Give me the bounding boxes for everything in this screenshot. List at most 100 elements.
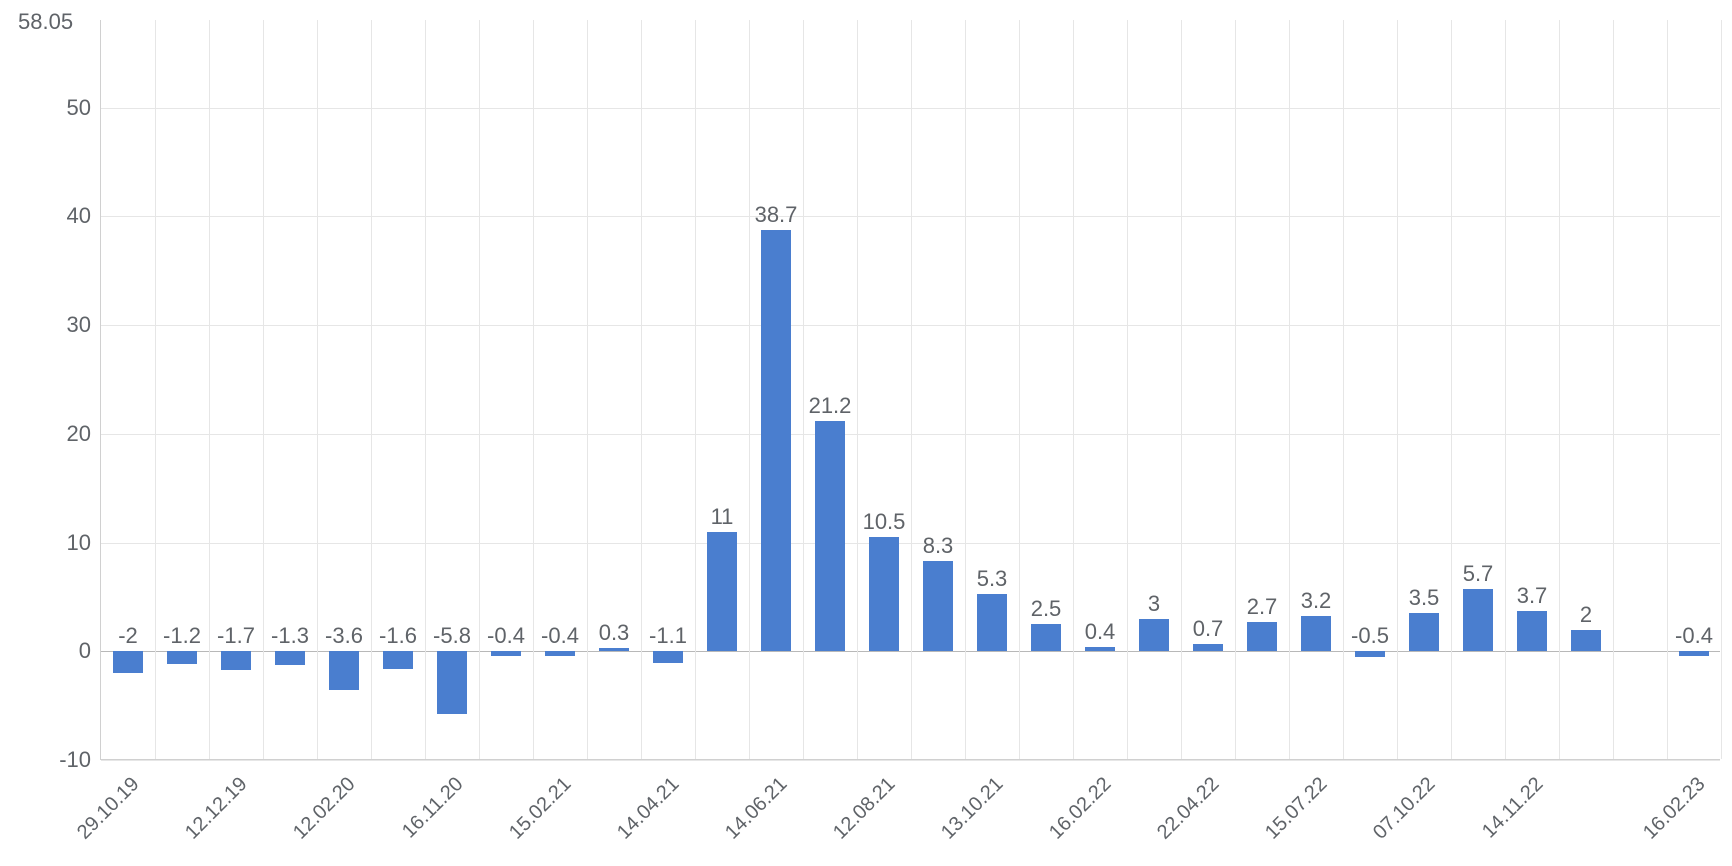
- v-gridline: [641, 20, 642, 759]
- y-tick-label: -10: [59, 747, 101, 773]
- data-label: 38.7: [755, 202, 798, 228]
- bar: [923, 561, 953, 651]
- data-label: 2.7: [1247, 594, 1278, 620]
- bar: [545, 651, 575, 655]
- data-label: -3.6: [325, 623, 363, 649]
- v-gridline: [587, 20, 588, 759]
- data-label: 0.4: [1085, 619, 1116, 645]
- bar: [491, 651, 521, 655]
- x-tick-label: 22.04.22: [1153, 773, 1224, 844]
- bar: [1409, 613, 1439, 651]
- h-gridline: [101, 760, 1720, 761]
- data-label: -2: [118, 623, 138, 649]
- bar: [1571, 630, 1601, 652]
- v-gridline: [911, 20, 912, 759]
- v-gridline: [1397, 20, 1398, 759]
- y-tick-label: 20: [67, 421, 101, 447]
- v-gridline: [1451, 20, 1452, 759]
- y-tick-label: 30: [67, 312, 101, 338]
- data-label: 11: [711, 504, 734, 530]
- bar: [275, 651, 305, 665]
- v-gridline: [1235, 20, 1236, 759]
- v-gridline: [1667, 20, 1668, 759]
- x-tick-label: 13.10.21: [937, 773, 1008, 844]
- bar: [761, 230, 791, 651]
- plot-area: -1001020304050-229.10.19-1.2-1.712.12.19…: [100, 20, 1720, 760]
- data-label: 0.3: [599, 620, 630, 646]
- bar: [1355, 651, 1385, 656]
- bar: [221, 651, 251, 669]
- bar: [599, 648, 629, 651]
- v-gridline: [209, 20, 210, 759]
- bar: [167, 651, 197, 664]
- x-tick-label: 12.12.19: [181, 773, 252, 844]
- bar: [1247, 622, 1277, 651]
- data-label: 21.2: [809, 393, 852, 419]
- v-gridline: [317, 20, 318, 759]
- data-label: -5.8: [433, 623, 471, 649]
- v-gridline: [803, 20, 804, 759]
- v-gridline: [965, 20, 966, 759]
- data-label: 3.5: [1409, 585, 1440, 611]
- v-gridline: [425, 20, 426, 759]
- v-gridline: [857, 20, 858, 759]
- data-label: -1.3: [271, 623, 309, 649]
- bar: [1139, 619, 1169, 652]
- v-gridline: [1343, 20, 1344, 759]
- v-gridline: [749, 20, 750, 759]
- bar: [1301, 616, 1331, 651]
- v-gridline: [1019, 20, 1020, 759]
- v-gridline: [1289, 20, 1290, 759]
- x-tick-label: 16.02.23: [1639, 773, 1710, 844]
- data-label: -1.7: [217, 623, 255, 649]
- v-gridline: [1127, 20, 1128, 759]
- v-gridline: [263, 20, 264, 759]
- y-tick-label: 0: [79, 638, 101, 664]
- x-tick-label: 16.02.22: [1045, 773, 1116, 844]
- bar: [869, 537, 899, 651]
- bar: [1679, 651, 1709, 655]
- data-label: 3: [1148, 591, 1160, 617]
- v-gridline: [1073, 20, 1074, 759]
- v-gridline: [695, 20, 696, 759]
- data-label: 10.5: [863, 509, 906, 535]
- data-label: -0.4: [541, 623, 579, 649]
- x-tick-label: 15.02.21: [505, 773, 576, 844]
- data-label: 3.7: [1517, 583, 1548, 609]
- bar: [383, 651, 413, 668]
- data-label: 2: [1580, 602, 1592, 628]
- bar: [1031, 624, 1061, 651]
- data-label: -0.5: [1351, 623, 1389, 649]
- x-tick-label: 07.10.22: [1369, 773, 1440, 844]
- x-tick-label: 15.07.22: [1261, 773, 1332, 844]
- bar: [1193, 644, 1223, 652]
- bar: [1463, 589, 1493, 651]
- x-tick-label: 16.11.20: [398, 773, 468, 843]
- data-label: 2.5: [1031, 596, 1062, 622]
- bar: [653, 651, 683, 663]
- v-gridline: [1559, 20, 1560, 759]
- x-tick-label: 12.08.21: [829, 773, 900, 844]
- v-gridline: [1505, 20, 1506, 759]
- x-tick-label: 14.11.22: [1478, 773, 1548, 843]
- bar: [113, 651, 143, 673]
- bar: [1517, 611, 1547, 651]
- data-label: -0.4: [487, 623, 525, 649]
- y-axis-top-label: 58.05: [18, 9, 73, 35]
- bar: [815, 421, 845, 652]
- v-gridline: [1613, 20, 1614, 759]
- data-label: -1.6: [379, 623, 417, 649]
- x-tick-label: 14.06.21: [721, 773, 792, 844]
- bar: [437, 651, 467, 714]
- v-gridline: [479, 20, 480, 759]
- data-label: -1.2: [163, 623, 201, 649]
- bar: [329, 651, 359, 690]
- bar-chart: 58.05 -1001020304050-229.10.19-1.2-1.712…: [0, 0, 1732, 866]
- v-gridline: [533, 20, 534, 759]
- y-tick-label: 10: [67, 530, 101, 556]
- bar: [1085, 647, 1115, 651]
- bar: [707, 532, 737, 652]
- y-tick-label: 40: [67, 203, 101, 229]
- x-tick-label: 14.04.21: [613, 773, 684, 844]
- data-label: 8.3: [923, 533, 954, 559]
